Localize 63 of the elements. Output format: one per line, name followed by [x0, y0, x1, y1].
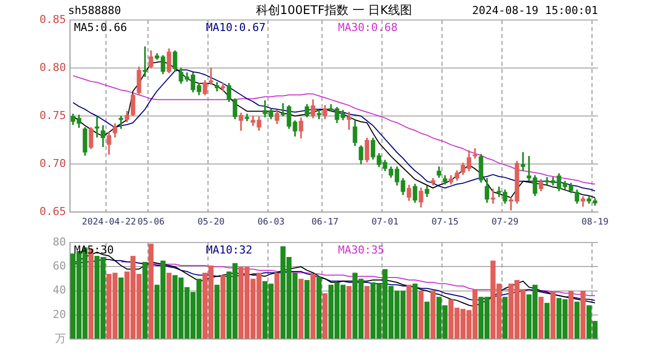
- candlestick: [220, 83, 226, 92]
- bar: [550, 292, 556, 338]
- text: sh588880: [68, 4, 121, 17]
- bar: [322, 293, 328, 338]
- bar: [406, 284, 412, 338]
- bar: [538, 296, 544, 338]
- x-tick-label: 08-19: [581, 218, 609, 228]
- bar: [118, 278, 124, 338]
- y-tick-label: 0.80: [40, 60, 66, 74]
- bar: [430, 290, 436, 338]
- x-tick-label: 05-20: [197, 218, 225, 228]
- x-tick-label: 07-15: [431, 218, 459, 228]
- bar: [544, 302, 550, 338]
- candlestick: [346, 112, 352, 130]
- candlestick: [520, 152, 526, 172]
- bar: [316, 276, 322, 338]
- bar: [412, 284, 418, 338]
- bar: [214, 284, 220, 338]
- series-label: MA30:35: [338, 243, 384, 256]
- y-tick-label: 万: [55, 332, 66, 345]
- x-tick-label: 2024-04-22: [82, 218, 136, 228]
- bar: [142, 262, 148, 338]
- bar: [304, 280, 310, 338]
- text: MA30:0.68: [338, 20, 398, 34]
- y-tick-label: 0.75: [40, 108, 66, 122]
- x-tick-label: 05-06: [137, 218, 165, 228]
- bar: [220, 275, 226, 338]
- y-tick-label: 80: [52, 235, 66, 248]
- candlestick: [316, 110, 322, 120]
- x-tick-label: 06-03: [257, 218, 285, 228]
- y-tick-label: 0.65: [40, 204, 66, 218]
- chart-title: 科创100ETF指数 一 日K线图: [256, 3, 412, 18]
- bar: [346, 286, 352, 338]
- y-tick-label: 0.70: [40, 156, 66, 170]
- bar: [274, 272, 280, 338]
- text: MA10:0.67: [206, 20, 266, 34]
- candlestick: [94, 116, 100, 138]
- y-tick-label: 0.85: [40, 12, 66, 26]
- bar: [418, 290, 424, 338]
- bar: [568, 290, 574, 338]
- bar: [148, 244, 154, 338]
- bar: [310, 274, 316, 338]
- bar: [298, 278, 304, 338]
- bar: [166, 272, 172, 338]
- x-tick-label: 07-01: [371, 218, 399, 228]
- candlestick: [118, 116, 124, 129]
- y-tick-label: 20: [52, 308, 66, 321]
- series-label: MA10:32: [206, 243, 252, 256]
- bar: [574, 302, 580, 338]
- bar: [364, 286, 370, 338]
- candlestick: [208, 68, 214, 85]
- y-tick-label: 40: [52, 284, 66, 297]
- text: MA5:0.66: [74, 20, 127, 34]
- bar: [580, 290, 586, 338]
- x-tick-label: 07-29: [491, 218, 519, 228]
- candlestick: [472, 148, 478, 159]
- text: 2024-08-19 15:00:01: [472, 4, 598, 17]
- y-tick-label: 60: [52, 260, 66, 273]
- candlestick: [490, 188, 496, 204]
- bar: [424, 302, 430, 338]
- bar: [502, 296, 508, 338]
- x-tick-label: 06-17: [311, 218, 339, 228]
- candlestick: [142, 46, 148, 77]
